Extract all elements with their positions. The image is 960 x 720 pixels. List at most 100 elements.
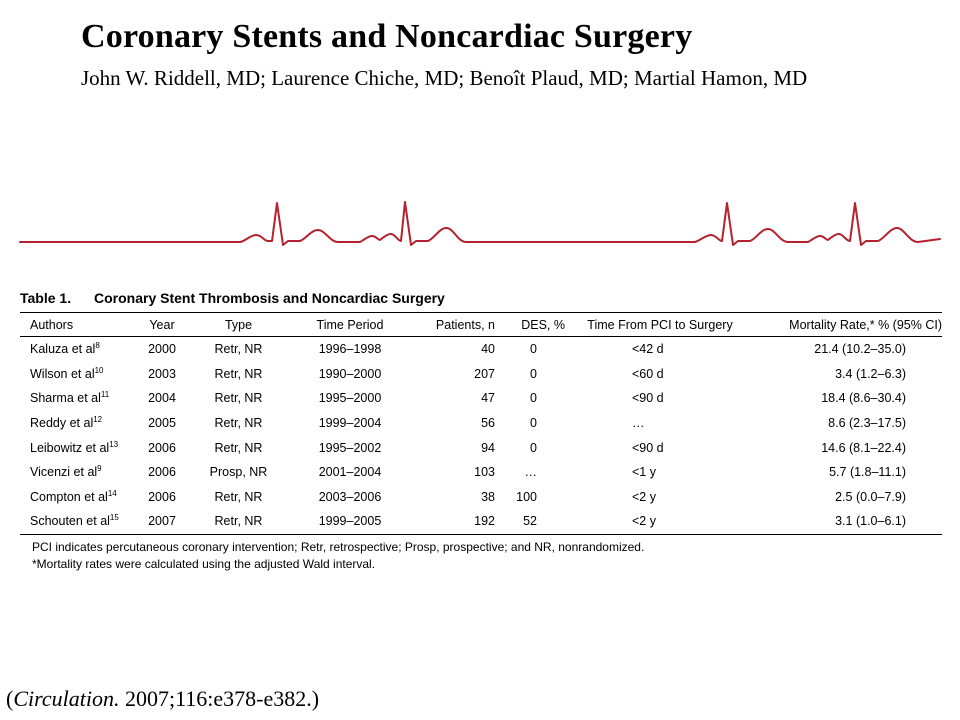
reference-number: 14 [107, 488, 117, 498]
cell-year: 2005 [148, 416, 176, 431]
cell-patients: 192 [474, 514, 495, 529]
reference-number: 9 [97, 464, 102, 474]
ecg-waveform-decoration [19, 201, 941, 246]
cell-time-from-pci: <2 y [632, 489, 656, 504]
cell-patients: 94 [481, 440, 495, 455]
table-title: Coronary Stent Thrombosis and Noncardiac… [94, 290, 445, 306]
table-row: Reddy et al12 2005 Retr, NR 1999–2004 56 0 … 8.… [20, 411, 942, 436]
cell-mortality: 14.6 (8.1–22.4) [821, 440, 906, 455]
cell-des: 0 [530, 416, 537, 431]
cell-mortality: 3.4 (1.2–6.3) [835, 366, 906, 381]
reference-number: 13 [109, 439, 119, 449]
cell-des: 0 [530, 391, 537, 406]
cell-time-from-pci: … [632, 416, 645, 431]
table-row: Schouten et al15 2007 Retr, NR 1999–2005 192… [20, 509, 942, 535]
cell-year: 2006 [148, 489, 176, 504]
reference-number: 8 [95, 341, 100, 351]
cell-author: Kaluza et al8 [20, 337, 138, 362]
cell-type: Retr, NR [214, 489, 263, 504]
author-name: Vicenzi et al [30, 465, 98, 480]
cell-type: Retr, NR [214, 342, 263, 357]
column-header-mortality: Mortality Rate,* % (95% CI) [789, 317, 942, 332]
table-row: Wilson et al10 2003 Retr, NR 1990–2000 207 0 <… [20, 362, 942, 387]
cell-patients: 56 [481, 416, 495, 431]
cell-time-period: 1999–2005 [318, 514, 382, 529]
citation: (Circulation. 2007;116:e378-e382.) [6, 686, 319, 712]
author-name: Leibowitz et al [30, 440, 110, 455]
reference-number: 15 [109, 513, 119, 523]
cell-year: 2004 [148, 391, 176, 406]
citation-journal: Circulation. [13, 686, 120, 711]
cell-author: Leibowitz et al13 [20, 435, 138, 460]
cell-patients: 207 [474, 366, 495, 381]
cell-year: 2006 [148, 465, 176, 480]
cell-mortality: 3.1 (1.0–6.1) [835, 514, 906, 529]
cell-des: 0 [530, 440, 537, 455]
reference-number: 11 [100, 390, 110, 400]
table-row: Vicenzi et al9 2006 Prosp, NR 2001–2004 103 …… [20, 460, 942, 485]
data-table-section: Table 1. Coronary Stent Thrombosis and No… [20, 290, 942, 573]
cell-author: Schouten et al15 [20, 509, 138, 534]
cell-des: 100 [516, 489, 537, 504]
cell-mortality: 8.6 (2.3–17.5) [828, 416, 906, 431]
cell-type: Retr, NR [214, 440, 263, 455]
cell-author: Compton et al14 [20, 485, 138, 510]
reference-number: 12 [93, 414, 103, 424]
column-header-time-period: Time Period [316, 317, 384, 332]
cell-time-from-pci: <2 y [632, 514, 656, 529]
cell-time-period: 2001–2004 [318, 465, 382, 480]
cell-time-from-pci: <42 d [632, 342, 664, 357]
author-name: Reddy et al [30, 416, 94, 431]
stent-thrombosis-table: Authors Year Type Time Period Patients, … [20, 312, 942, 535]
cell-patients: 103 [474, 465, 495, 480]
table-header-row: Authors Year Type Time Period Patients, … [20, 312, 942, 337]
cell-des: 0 [530, 366, 537, 381]
cell-des: 52 [523, 514, 537, 529]
footnote-abbreviations: PCI indicates percutaneous coronary inte… [32, 539, 645, 554]
column-header-type: Type [224, 317, 253, 332]
cell-author: Sharma et al11 [20, 386, 138, 411]
cell-type: Prosp, NR [209, 465, 268, 480]
cell-type: Retr, NR [214, 416, 263, 431]
table-row: Sharma et al11 2004 Retr, NR 1995–2000 47 0 <9… [20, 386, 942, 411]
table-row: Leibowitz et al13 2006 Retr, NR 1995–2002 94… [20, 435, 942, 460]
cell-time-period: 1990–2000 [318, 366, 382, 381]
cell-time-from-pci: <60 d [632, 366, 664, 381]
citation-reference: 2007;116:e378-e382.) [119, 686, 320, 711]
table-footnotes: PCI indicates percutaneous coronary inte… [20, 539, 942, 573]
author-name: Schouten et al [30, 514, 110, 529]
column-header-year: Year [149, 317, 175, 332]
cell-des: 0 [530, 342, 537, 357]
cell-time-period: 1999–2004 [318, 416, 382, 431]
cell-type: Retr, NR [214, 391, 263, 406]
reference-number: 10 [94, 365, 104, 375]
cell-year: 2003 [148, 366, 176, 381]
cell-mortality: 2.5 (0.0–7.9) [835, 489, 906, 504]
cell-patients: 40 [481, 342, 495, 357]
cell-mortality: 18.4 (8.6–30.4) [821, 391, 906, 406]
cell-time-period: 1995–2002 [318, 440, 382, 455]
cell-type: Retr, NR [214, 514, 263, 529]
cell-mortality: 5.7 (1.8–11.1) [829, 465, 906, 480]
author-name: Kaluza et al [30, 342, 96, 357]
page-title: Coronary Stents and Noncardiac Surgery [81, 18, 693, 55]
cell-des: … [524, 465, 538, 480]
author-name: Compton et al [30, 489, 108, 504]
table-caption: Table 1. Coronary Stent Thrombosis and No… [20, 290, 942, 306]
cell-time-period: 1995–2000 [318, 391, 382, 406]
column-header-patients: Patients, n [435, 317, 495, 332]
cell-time-from-pci: <1 y [632, 465, 656, 480]
cell-type: Retr, NR [214, 366, 263, 381]
column-header-time-from-pci: Time From PCI to Surgery [587, 317, 733, 332]
cell-year: 2007 [148, 514, 176, 529]
table-row: Compton et al14 2006 Retr, NR 2003–2006 38 10… [20, 485, 942, 510]
cell-year: 2000 [148, 342, 176, 357]
cell-time-from-pci: <90 d [632, 440, 664, 455]
cell-author: Wilson et al10 [20, 362, 138, 387]
cell-patients: 47 [481, 391, 495, 406]
cell-author: Reddy et al12 [20, 411, 138, 436]
footnote-mortality: *Mortality rates were calculated using t… [32, 556, 376, 571]
cell-time-period: 2003–2006 [318, 489, 382, 504]
author-list: John W. Riddell, MD; Laurence Chiche, MD… [81, 66, 808, 90]
column-header-des: DES, % [521, 317, 565, 332]
